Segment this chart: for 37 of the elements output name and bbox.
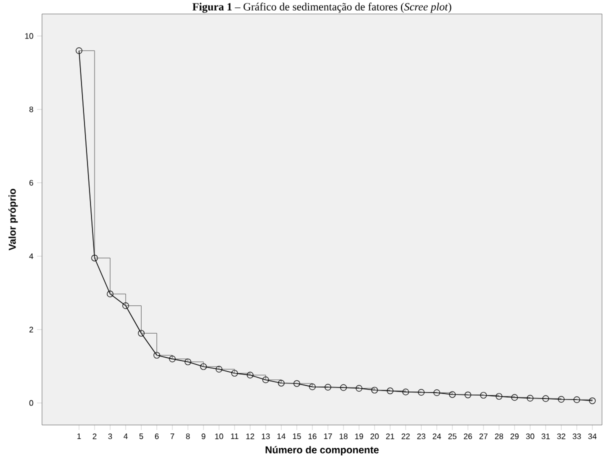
point — [418, 389, 425, 396]
point — [184, 358, 192, 366]
point — [356, 384, 362, 392]
point — [138, 330, 145, 337]
point — [122, 302, 129, 310]
point — [216, 366, 222, 373]
point — [542, 395, 549, 402]
point — [246, 372, 254, 378]
y-axis-title: Valor próprio — [8, 188, 18, 250]
x-axis-title: Número de componente — [266, 446, 379, 456]
point — [480, 392, 487, 399]
point — [324, 384, 332, 390]
point — [278, 380, 285, 386]
point — [449, 391, 456, 398]
point — [262, 376, 269, 384]
point — [200, 363, 207, 370]
point — [464, 392, 472, 398]
chart-title: Figura 1 – Gráfico de sedimentação de fatores (Scree plot) — [192, 2, 452, 13]
point — [231, 370, 238, 377]
point — [402, 388, 409, 396]
point — [371, 386, 378, 394]
point — [169, 356, 176, 362]
point — [496, 393, 502, 400]
point — [309, 384, 316, 390]
point — [574, 396, 580, 403]
point — [526, 394, 534, 402]
point — [294, 380, 300, 387]
point — [386, 388, 394, 394]
point — [154, 352, 160, 359]
point — [589, 397, 596, 404]
point — [106, 290, 114, 298]
point — [76, 47, 82, 54]
point — [434, 389, 440, 396]
point — [340, 384, 347, 391]
point — [558, 396, 565, 403]
point — [511, 394, 518, 401]
point — [91, 254, 98, 262]
